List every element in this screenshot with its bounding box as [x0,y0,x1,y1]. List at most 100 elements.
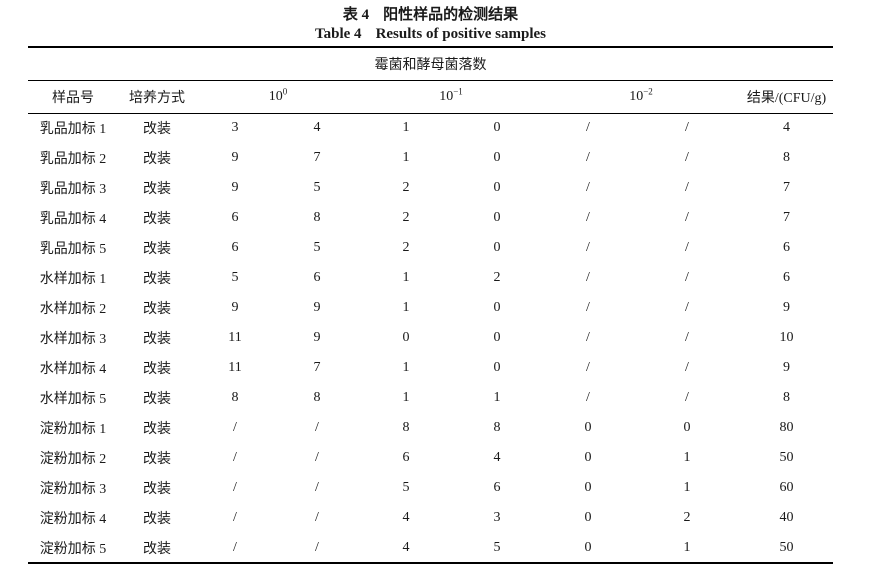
count-cell: 11 [228,330,242,345]
result-cell: 7 [783,210,791,225]
dilution-1-base: 10 [439,88,454,104]
table-row: 淀粉加标 5 改装 //4 5 0 1 50 [28,533,833,563]
count-cell: 0 [493,330,501,345]
count-cell: 9 [231,300,239,315]
count-cell: 7 [313,360,321,375]
method-cell: 改装 [143,212,171,227]
method-cell: 改装 [143,302,171,317]
method-cell: 改装 [143,392,171,407]
count-cell: / [586,390,590,405]
table-caption: 表 4 阳性样品的检测结果 Table 4 Results of positive … [28,0,833,44]
count-cell: / [685,240,689,255]
table-row: 淀粉加标 3 改装 //5 6 0 1 60 [28,473,833,503]
count-cell: 9 [231,150,239,165]
count-cell: / [586,360,590,375]
span-header: 霉菌和酵母菌落数 [28,47,834,81]
method-cell: 改装 [143,452,171,467]
count-cell: / [685,120,689,136]
sample-cell: 乳品加标 3 [39,182,107,197]
caption-zh-text: 阳性样品的检测结果 [383,7,519,23]
dilution-2-exponent: −2 [643,85,653,96]
count-cell: / [685,330,689,345]
dilution-2-base: 10 [629,88,644,104]
result-cell: 8 [783,150,791,165]
count-cell: 0 [493,300,501,315]
count-cell: 3 [231,120,239,136]
count-cell: 1 [402,270,410,285]
count-cell: / [315,539,319,555]
span-header-row: 霉菌和酵母菌落数 [28,47,834,81]
count-cell: 9 [313,330,321,345]
sample-cell: 乳品加标 4 [39,212,107,227]
count-cell: 1 [683,480,691,495]
count-cell: 4 [493,450,501,465]
result-cell: 7 [783,180,791,195]
result-cell: 9 [783,360,791,375]
col-header-dilution-2: 10−2 [542,80,740,114]
dilution-0-base: 10 [268,88,283,104]
count-cell: 6 [231,240,239,255]
count-cell: 0 [584,450,592,465]
col-header-result: 结果/(CFU/g) [740,80,834,114]
table-row: 淀粉加标 4 改装 / / 4 3 0 2 40 [28,503,833,533]
result-cell: 80 [779,420,794,435]
count-cell: 8 [493,420,501,435]
count-cell: 5 [313,180,321,195]
dilution-1-exponent: −1 [453,85,463,96]
result-cell: 6 [783,270,791,285]
count-cell: / [685,390,689,405]
method-cell: 改装 [143,422,171,437]
sample-cell: 水样加标 1 [39,272,107,287]
count-cell: 6 [402,450,410,465]
table-body: 乳品加标 1 改装 3 4 1 0 / / 4 乳品加标 2 改装 9 7 1 0 / / 8 乳品加标 3 改装 9 5… [28,113,833,563]
sample-cell: 乳品加标 2 [39,152,107,167]
count-cell: 2 [402,180,410,195]
table-row: 水样加标 1 改装 5 6 1 2 / / 6 [28,263,833,293]
result-cell: 60 [779,480,794,495]
count-cell: 1 [493,390,501,405]
col-header-dilution-0: 100 [196,80,360,114]
method-cell: 改装 [143,242,171,257]
count-cell: 0 [584,420,592,435]
sample-cell: 水样加标 5 [39,392,107,407]
count-cell: 4 [402,510,410,525]
count-cell: / [315,420,319,435]
sample-cell: 淀粉加标 3 [39,482,107,497]
count-cell: 4 [402,539,410,555]
sample-cell: 乳品加标 5 [39,242,107,257]
count-cell: / [586,180,590,195]
count-cell: / [685,150,689,165]
count-cell: / [233,539,237,555]
table-row: 乳品加标 5 改装 6 5 2 0 / / 6 [28,233,833,263]
count-cell: 6 [493,480,501,495]
count-cell: 0 [584,480,592,495]
result-cell: 4 [783,120,791,136]
sample-cell: 水样加标 2 [39,302,107,317]
count-cell: 1 [402,150,410,165]
count-cell: 0 [584,510,592,525]
table-row: 乳品加标 1 改装 3 4 1 0 / / 4 [28,113,833,143]
count-cell: 0 [683,420,691,435]
count-cell: / [586,210,590,225]
count-cell: / [685,270,689,285]
column-header-row: 样品号 培养方式 100 10−1 10−2 结果/(CFU/g) [28,80,834,114]
count-cell: 6 [231,210,239,225]
count-cell: / [586,240,590,255]
count-cell: 8 [313,390,321,405]
count-cell: 0 [493,120,501,136]
method-cell: 改装 [143,512,171,527]
result-cell: 50 [779,539,794,555]
sample-cell: 淀粉加标 4 [39,512,107,527]
count-cell: / [685,360,689,375]
count-cell: 0 [493,210,501,225]
table-row: 水样加标 3 改装 11 9 0 0 / / 10 [28,323,833,353]
caption-en-text: Results of positive samples [375,26,546,42]
count-cell: / [315,480,319,495]
count-cell: / [315,510,319,525]
count-cell: 9 [231,180,239,195]
caption-zh: 表 4 阳性样品的检测结果 [28,6,833,25]
count-cell: / [233,450,237,465]
count-cell: 4 [313,120,321,136]
count-cell: 2 [493,270,501,285]
sample-cell: 乳品加标 1 [39,122,107,138]
